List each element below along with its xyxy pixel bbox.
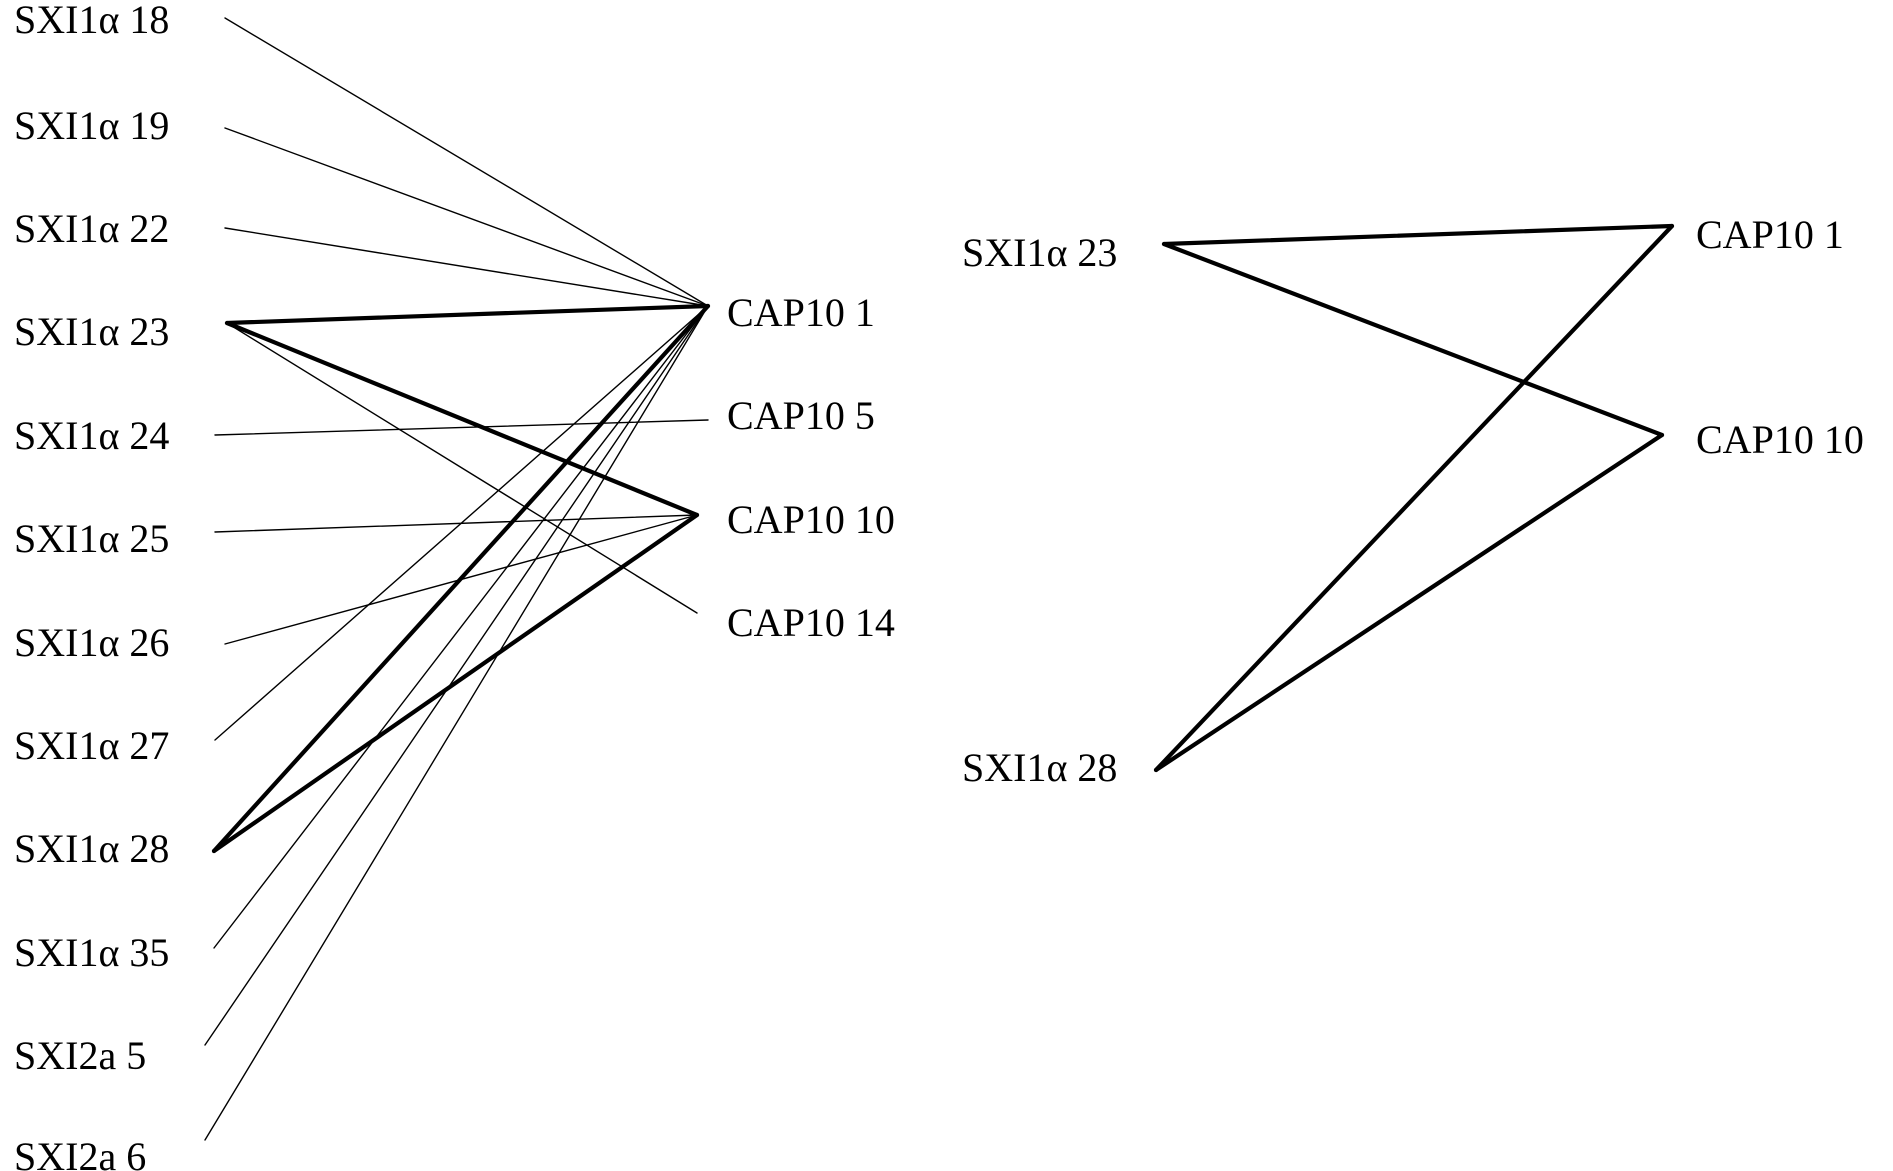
edge-thin — [226, 322, 698, 614]
edge-thin — [214, 305, 709, 741]
edge-thin — [224, 127, 709, 307]
right-diagram-source-labels: SXI1α 23 SXI1α 28 — [962, 230, 1117, 790]
source-label: SXI1α 28 — [962, 745, 1117, 790]
edge-thin — [214, 514, 698, 533]
source-label: SXI2a 5 — [14, 1033, 146, 1078]
source-label: SXI1α 27 — [14, 723, 169, 768]
edge-thin — [214, 419, 709, 436]
source-label: SXI1α 23 — [14, 309, 169, 354]
source-label: SXI1α 23 — [962, 230, 1117, 275]
edge-thick — [211, 303, 711, 854]
right-diagram-target-labels: CAP10 1 CAP10 10 — [1696, 212, 1864, 462]
source-label: SXI1α 25 — [14, 516, 169, 561]
target-label: CAP10 10 — [727, 497, 895, 542]
target-label: CAP10 1 — [727, 290, 875, 335]
target-label: CAP10 10 — [1696, 417, 1864, 462]
edge-thin — [224, 17, 709, 307]
target-label: CAP10 1 — [1696, 212, 1844, 257]
target-label: CAP10 5 — [727, 393, 875, 438]
edge-thin — [224, 227, 709, 307]
source-label: SXI1α 18 — [14, 0, 169, 42]
left-diagram-source-labels: SXI1α 18 SXI1α 19 SXI1α 22 SXI1α 23 SXI1… — [14, 0, 169, 1171]
edge-thick — [1161, 223, 1675, 247]
edge-thin — [213, 305, 709, 949]
edge-thin — [204, 305, 709, 1141]
source-label: SXI1α 28 — [14, 826, 169, 871]
source-label: SXI1α 24 — [14, 413, 169, 458]
edge-thick — [1153, 223, 1675, 773]
source-label: SXI2a 6 — [14, 1134, 146, 1171]
source-label: SXI1α 19 — [14, 103, 169, 148]
edge-thin — [204, 305, 709, 1046]
edge-thick — [211, 512, 700, 854]
edge-thick — [1161, 241, 1665, 438]
edge-thick — [224, 303, 711, 326]
source-label: SXI1α 35 — [14, 930, 169, 975]
right-diagram-edges — [1153, 223, 1675, 773]
source-label: SXI1α 26 — [14, 620, 169, 665]
target-label: CAP10 14 — [727, 600, 895, 645]
left-diagram-target-labels: CAP10 1 CAP10 5 CAP10 10 CAP10 14 — [727, 290, 895, 645]
edge-thick — [224, 320, 700, 518]
edge-thick — [1153, 432, 1665, 773]
left-diagram-edges — [204, 17, 711, 1141]
source-label: SXI1α 22 — [14, 206, 169, 251]
